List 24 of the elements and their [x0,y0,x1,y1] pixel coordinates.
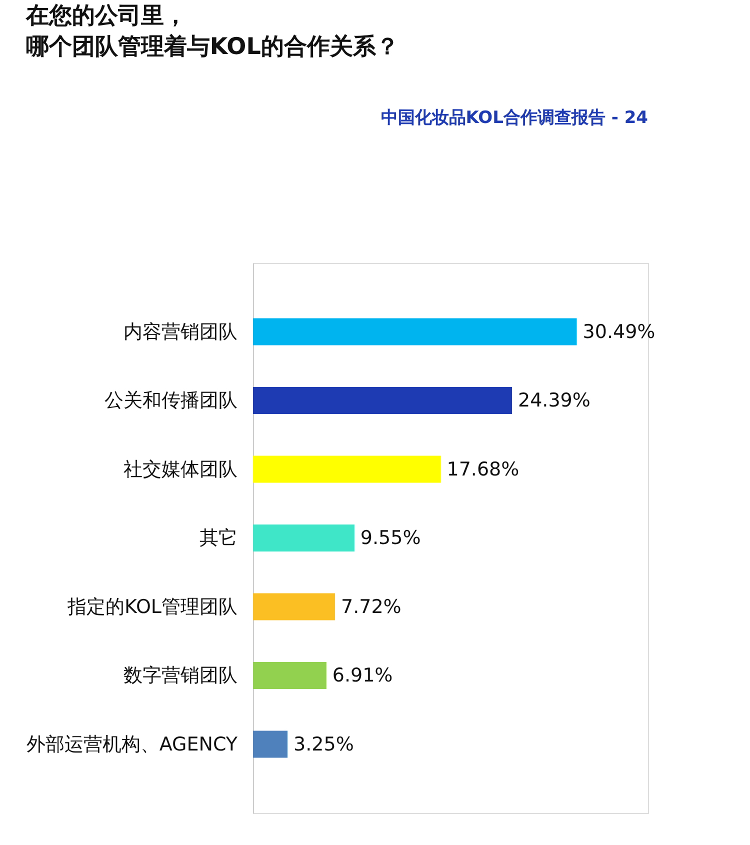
data-label: 17.68% [446,458,520,480]
y-tick-label: 指定的KOL管理团队 [66,596,238,618]
chart-subtitle: 哪个团队管理着与KOL的合作关系？ [26,33,399,60]
data-label: 24.39% [518,390,590,412]
bar [253,318,577,346]
y-tick-label: 社交媒体团队 [124,458,238,480]
bar [253,662,326,689]
bar [253,593,335,620]
data-label: 7.72% [340,596,402,618]
bar [253,524,354,552]
y-tick-label: 其它 [200,527,238,549]
y-tick-label: 外部运营机构、AGENCY [26,733,238,756]
text: 中国化妆品KOL合作调查报告 - 24 [380,108,648,128]
y-tick-label: 内容营销团队 [124,320,238,343]
y-tick-label: 数字营销团队 [124,664,238,686]
chart-title: 在您的公司里， [24,3,187,29]
data-label: 9.55% [360,527,421,549]
y-tick-label: 公关和传播团队 [104,390,238,412]
bar [253,387,512,414]
data-label: 3.25% [294,733,354,756]
bar [253,730,288,758]
data-label: 6.91% [332,664,393,686]
bar [253,456,441,483]
data-label: 30.49% [582,320,656,343]
